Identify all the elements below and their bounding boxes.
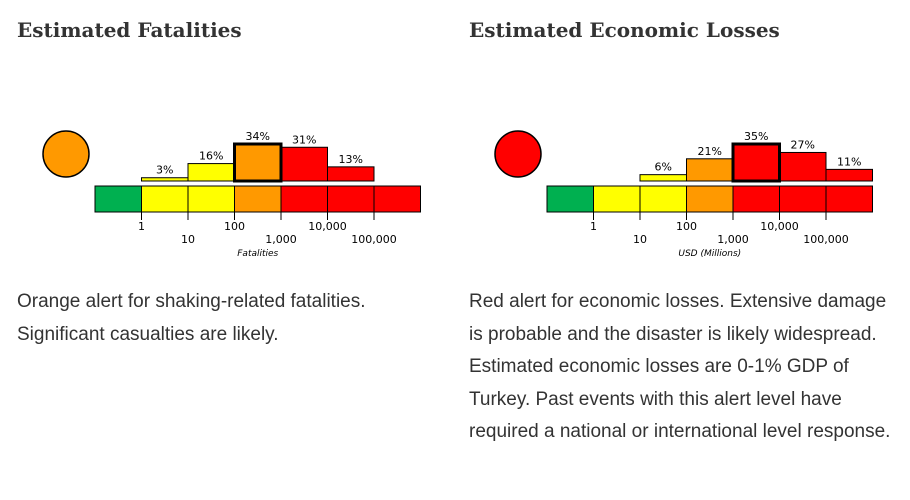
losses-panel: Estimated Economic Losses 6% 21% 27% 11% 35%… <box>469 0 899 500</box>
losses-bar-6 <box>825 168 873 182</box>
fatalities-tick-label-4: 10,000 <box>308 220 347 233</box>
fatalities-scale-cell-5 <box>327 185 375 213</box>
fatalities-tick-label-0: 1 <box>138 220 145 233</box>
fatalities-axis-title: Fatalities <box>237 249 278 259</box>
fatalities-scale-cell-6 <box>373 185 421 213</box>
losses-tick-label-0: 1 <box>590 220 597 233</box>
losses-alert-circle <box>494 130 542 178</box>
losses-bar-4 <box>731 142 781 183</box>
losses-scale-cell-6 <box>825 185 873 213</box>
losses-value-label-5: 27% <box>791 138 815 151</box>
losses-bar-5 <box>779 151 827 182</box>
losses-value-label-2: 6% <box>655 161 672 174</box>
fatalities-description: Orange alert for shaking-related fatalit… <box>17 291 366 345</box>
losses-scale-cell-3 <box>686 185 734 213</box>
fatalities-title: Estimated Fatalities <box>17 18 242 42</box>
losses-tick-label-4: 10,000 <box>760 220 799 233</box>
losses-scale-cell-5 <box>779 185 827 213</box>
losses-axis-title: USD (Millions) <box>678 249 741 259</box>
fatalities-value-label-5: 13% <box>339 153 363 166</box>
losses-value-label-3: 21% <box>698 145 722 158</box>
fatalities-bar-3 <box>233 142 283 183</box>
losses-tick-label-1: 10 <box>633 233 647 246</box>
losses-title: Estimated Economic Losses <box>469 18 780 42</box>
fatalities-value-label-3: 34% <box>246 130 270 143</box>
losses-tick-label-3: 1,000 <box>717 233 749 246</box>
fatalities-bar-5 <box>327 166 375 182</box>
fatalities-tick-label-5: 100,000 <box>351 233 397 246</box>
fatalities-chart: 3% 16% 31% 13% 34% 1 10 100 1,000 10,000 100,000 Fa… <box>42 130 421 259</box>
fatalities-scale-cell-1 <box>141 185 189 213</box>
fatalities-value-label-1: 3% <box>156 164 173 177</box>
fatalities-value-label-4: 31% <box>292 133 316 146</box>
losses-scale-cell-2 <box>639 185 687 213</box>
losses-scale-cell-0 <box>546 185 594 213</box>
losses-value-label-6: 11% <box>837 155 861 168</box>
fatalities-scale-cell-4 <box>280 185 328 213</box>
fatalities-bar-4 <box>280 146 328 182</box>
losses-tick-label-5: 100,000 <box>803 233 849 246</box>
fatalities-scale-cell-2 <box>187 185 235 213</box>
losses-bar-2 <box>639 174 687 182</box>
losses-description: Red alert for economic losses. Extensive… <box>469 291 891 442</box>
fatalities-bar-1 <box>141 177 189 182</box>
fatalities-scale-cell-3 <box>234 185 282 213</box>
losses-tick-label-2: 100 <box>676 220 697 233</box>
fatalities-bar-2 <box>187 163 235 182</box>
losses-value-label-4: 35% <box>744 130 768 143</box>
fatalities-tick-label-1: 10 <box>181 233 195 246</box>
fatalities-panel: Estimated Fatalities 3% 16% 31% 13% 34% 1 10 10… <box>17 0 447 500</box>
losses-bar-3 <box>686 158 734 182</box>
fatalities-tick-label-3: 1,000 <box>265 233 297 246</box>
fatalities-alert-circle <box>42 130 90 178</box>
fatalities-scale-cell-0 <box>94 185 142 213</box>
losses-scale-cell-1 <box>593 185 641 213</box>
fatalities-tick-label-2: 100 <box>224 220 245 233</box>
fatalities-value-label-2: 16% <box>199 150 223 163</box>
losses-scale-cell-4 <box>732 185 780 213</box>
losses-chart: 6% 21% 27% 11% 35% 1 10 100 1,000 10,000 100,000 US… <box>494 130 873 259</box>
